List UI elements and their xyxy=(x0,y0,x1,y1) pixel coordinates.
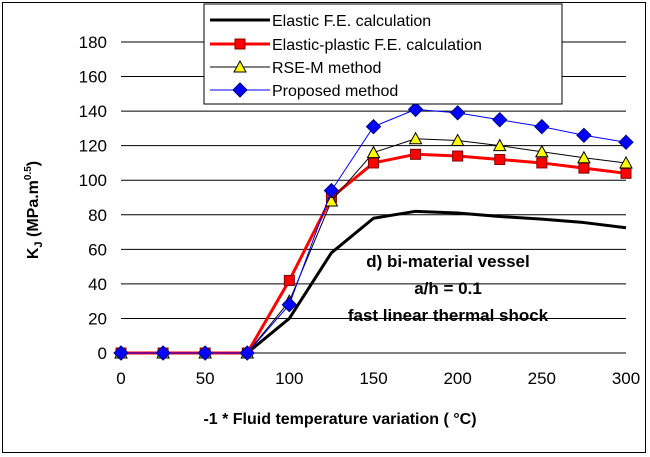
y-axis-title-sup: 0.5 xyxy=(23,166,34,180)
series-2-point-8 xyxy=(452,150,464,162)
legend-label-1: Elastic F.E. calculation xyxy=(272,13,431,30)
series-2-point-4 xyxy=(283,274,295,286)
series-2-point-7 xyxy=(410,148,422,160)
y-tick-labels: 0 20 40 60 80 100 120 140 160 180 xyxy=(79,33,107,363)
series-3-point-5 xyxy=(324,193,339,207)
series-4 xyxy=(113,101,634,361)
series-3-point-12 xyxy=(619,155,633,169)
series-3-point-8 xyxy=(450,133,465,146)
legend-label-3: RSE-M method xyxy=(272,60,381,77)
y-tick-label-20: 20 xyxy=(88,309,107,328)
series-2-point-12 xyxy=(620,167,632,179)
series-3-point-6 xyxy=(366,145,381,159)
x-tick-label-300: 300 xyxy=(612,369,640,388)
series-4-point-6 xyxy=(365,118,382,135)
series-4-point-5 xyxy=(323,182,340,199)
annotation-line-3: fast linear thermal shock xyxy=(348,306,549,325)
y-tick-label-80: 80 xyxy=(88,206,107,225)
series-4-point-3 xyxy=(239,345,255,361)
legend-swatch-marker-2 xyxy=(234,38,246,50)
chart-frame xyxy=(2,2,646,453)
series-4-point-8 xyxy=(449,105,466,121)
series-4-point-7 xyxy=(407,101,424,118)
legend: Elastic F.E. calculation Elastic-plastic … xyxy=(203,3,563,105)
series-3-point-9 xyxy=(492,138,507,152)
y-axis-title-main: K xyxy=(25,247,42,259)
x-tick-label-150: 150 xyxy=(359,369,387,388)
x-tick-label-200: 200 xyxy=(443,369,471,388)
y-tick-label-160: 160 xyxy=(79,68,107,87)
y-tick-label-120: 120 xyxy=(79,137,107,156)
y-axis-title-end: ) xyxy=(25,161,42,166)
series-3-point-11 xyxy=(577,150,591,164)
y-tick-label-60: 60 xyxy=(88,240,107,259)
y-tick-label-140: 140 xyxy=(79,102,107,121)
y-tick-label-180: 180 xyxy=(79,33,107,52)
annotation-line-1: d) bi-material vessel xyxy=(366,252,529,271)
annotation-line-2: a/h = 0.1 xyxy=(414,279,482,298)
y-tick-label-100: 100 xyxy=(79,171,107,190)
series-2-point-11 xyxy=(578,162,590,174)
series-layer xyxy=(113,101,634,361)
legend-label-2: Elastic-plastic F.E. calculation xyxy=(272,37,482,54)
legend-swatch-marker-4 xyxy=(232,82,248,98)
y-tick-label-0: 0 xyxy=(98,344,107,363)
series-4-point-11 xyxy=(576,127,592,144)
series-2-point-9 xyxy=(494,153,506,165)
x-tick-label-0: 0 xyxy=(116,369,125,388)
legend-items: Elastic F.E. calculation Elastic-plastic … xyxy=(210,13,482,100)
chart-annotation: d) bi-material vessel a/h = 0.1 fast lin… xyxy=(348,252,549,325)
legend-label-4: Proposed method xyxy=(272,83,398,100)
x-tick-labels: 0 50 100 150 200 250 300 xyxy=(116,369,640,388)
series-4-point-2 xyxy=(197,345,213,361)
x-tick-label-250: 250 xyxy=(528,369,556,388)
x-axis-title: -1 * Fluid temperature variation ( °C) xyxy=(203,411,476,428)
x-tick-label-50: 50 xyxy=(196,369,215,388)
y-axis-title-sub: J xyxy=(33,241,45,247)
series-4-point-9 xyxy=(492,112,508,128)
x-tick-label-100: 100 xyxy=(275,369,303,388)
series-2-point-6 xyxy=(368,157,379,169)
y-axis-title: KJ (MPa.m0.5) xyxy=(23,161,45,259)
series-4-point-1 xyxy=(155,345,171,361)
series-4-point-10 xyxy=(534,118,550,135)
series-3-point-7 xyxy=(408,131,423,145)
series-4-point-12 xyxy=(618,134,634,150)
legend-swatch-marker-3 xyxy=(233,59,247,73)
series-4-point-0 xyxy=(113,345,129,361)
y-axis-title-rest: (MPa.m xyxy=(25,180,42,241)
y-tick-label-40: 40 xyxy=(88,275,107,294)
series-3-point-10 xyxy=(534,144,549,158)
series-2-point-10 xyxy=(536,157,548,169)
series-4-point-4 xyxy=(281,296,298,313)
